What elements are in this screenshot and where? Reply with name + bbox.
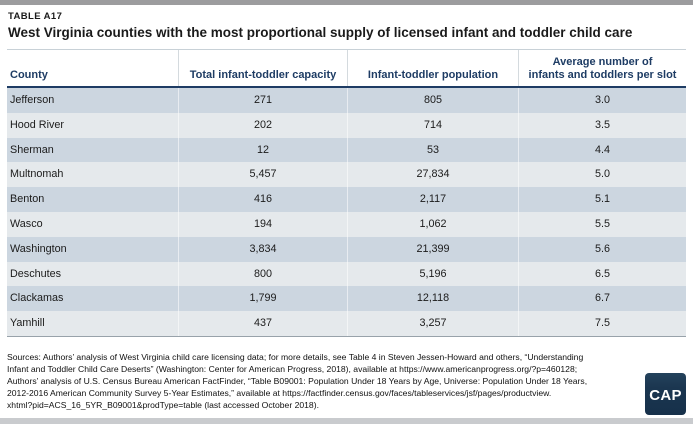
cell-capacity: 194 [178, 211, 347, 237]
sources-note: Sources: Authors’ analysis of West Virgi… [7, 352, 588, 410]
cell-population: 21,399 [347, 236, 518, 262]
table-row: Washington 3,834 21,399 5.6 [7, 236, 686, 262]
cell-capacity: 437 [178, 311, 347, 336]
table-title: West Virginia counties with the most pro… [8, 25, 633, 40]
cell-avg-per-slot: 6.5 [518, 261, 686, 287]
cell-avg-per-slot: 3.0 [518, 88, 686, 113]
cell-capacity: 271 [178, 88, 347, 113]
column-header-avg-per-slot: Average number of infants and toddlers p… [518, 50, 686, 86]
cell-avg-per-slot: 7.5 [518, 311, 686, 336]
cell-county: Hood River [10, 118, 65, 131]
cell-avg-per-slot: 6.7 [518, 286, 686, 312]
table-row: Deschutes 800 5,196 6.5 [7, 261, 686, 287]
cell-capacity: 5,457 [178, 162, 347, 188]
cell-population: 805 [347, 88, 518, 113]
table-row: Yamhill 437 3,257 7.5 [7, 311, 686, 336]
cap-logo: CAP [645, 373, 686, 415]
table-row: Multnomah 5,457 27,834 5.0 [7, 162, 686, 188]
table-row: Jefferson 271 805 3.0 [7, 88, 686, 113]
cell-avg-per-slot: 5.6 [518, 236, 686, 262]
table-row: Wasco 194 1,062 5.5 [7, 211, 686, 237]
cell-capacity: 1,799 [178, 286, 347, 312]
table-bottom-rule [7, 336, 686, 337]
cell-population: 12,118 [347, 286, 518, 312]
table-number-label: TABLE A17 [8, 11, 63, 22]
table-header-row: County Total infant-toddler capacity Inf… [7, 50, 686, 86]
cell-population: 714 [347, 112, 518, 138]
cell-avg-per-slot: 5.5 [518, 211, 686, 237]
cell-population: 1,062 [347, 211, 518, 237]
cell-county: Jefferson [10, 94, 55, 106]
cell-avg-per-slot: 5.1 [518, 187, 686, 212]
table-row: Clackamas 1,799 12,118 6.7 [7, 286, 686, 312]
column-header-population: Infant-toddler population [347, 50, 518, 86]
cell-county: Clackamas [10, 292, 64, 305]
cell-avg-per-slot: 4.4 [518, 137, 686, 163]
top-divider-bar [0, 0, 693, 5]
cell-capacity: 202 [178, 112, 347, 138]
column-header-capacity: Total infant-toddler capacity [178, 50, 347, 86]
cell-avg-per-slot: 5.0 [518, 162, 686, 188]
cell-county: Benton [10, 193, 45, 206]
bottom-divider-bar [0, 418, 693, 424]
cell-capacity: 3,834 [178, 236, 347, 262]
cell-avg-per-slot: 3.5 [518, 112, 686, 138]
cell-population: 3,257 [347, 311, 518, 336]
cell-county: Wasco [10, 217, 43, 230]
cell-population: 5,196 [347, 261, 518, 287]
cell-capacity: 12 [178, 137, 347, 163]
cap-logo-text: CAP [649, 387, 682, 404]
cell-county: Sherman [10, 143, 54, 156]
header-underline [7, 86, 686, 88]
cell-population: 27,834 [347, 162, 518, 188]
table-row: Sherman 12 53 4.4 [7, 137, 686, 163]
table-row: Benton 416 2,117 5.1 [7, 187, 686, 212]
cell-county: Deschutes [10, 267, 62, 280]
cell-capacity: 800 [178, 261, 347, 287]
cell-county: Yamhill [10, 317, 45, 330]
table-row: Hood River 202 714 3.5 [7, 112, 686, 138]
cell-population: 53 [347, 137, 518, 163]
table-body: Jefferson 271 805 3.0 Hood River 202 714… [7, 88, 686, 336]
title-divider [7, 49, 686, 50]
column-header-county: County [10, 68, 48, 81]
cell-population: 2,117 [347, 187, 518, 212]
cell-capacity: 416 [178, 187, 347, 212]
cell-county: Washington [10, 242, 67, 255]
cell-county: Multnomah [10, 168, 64, 181]
